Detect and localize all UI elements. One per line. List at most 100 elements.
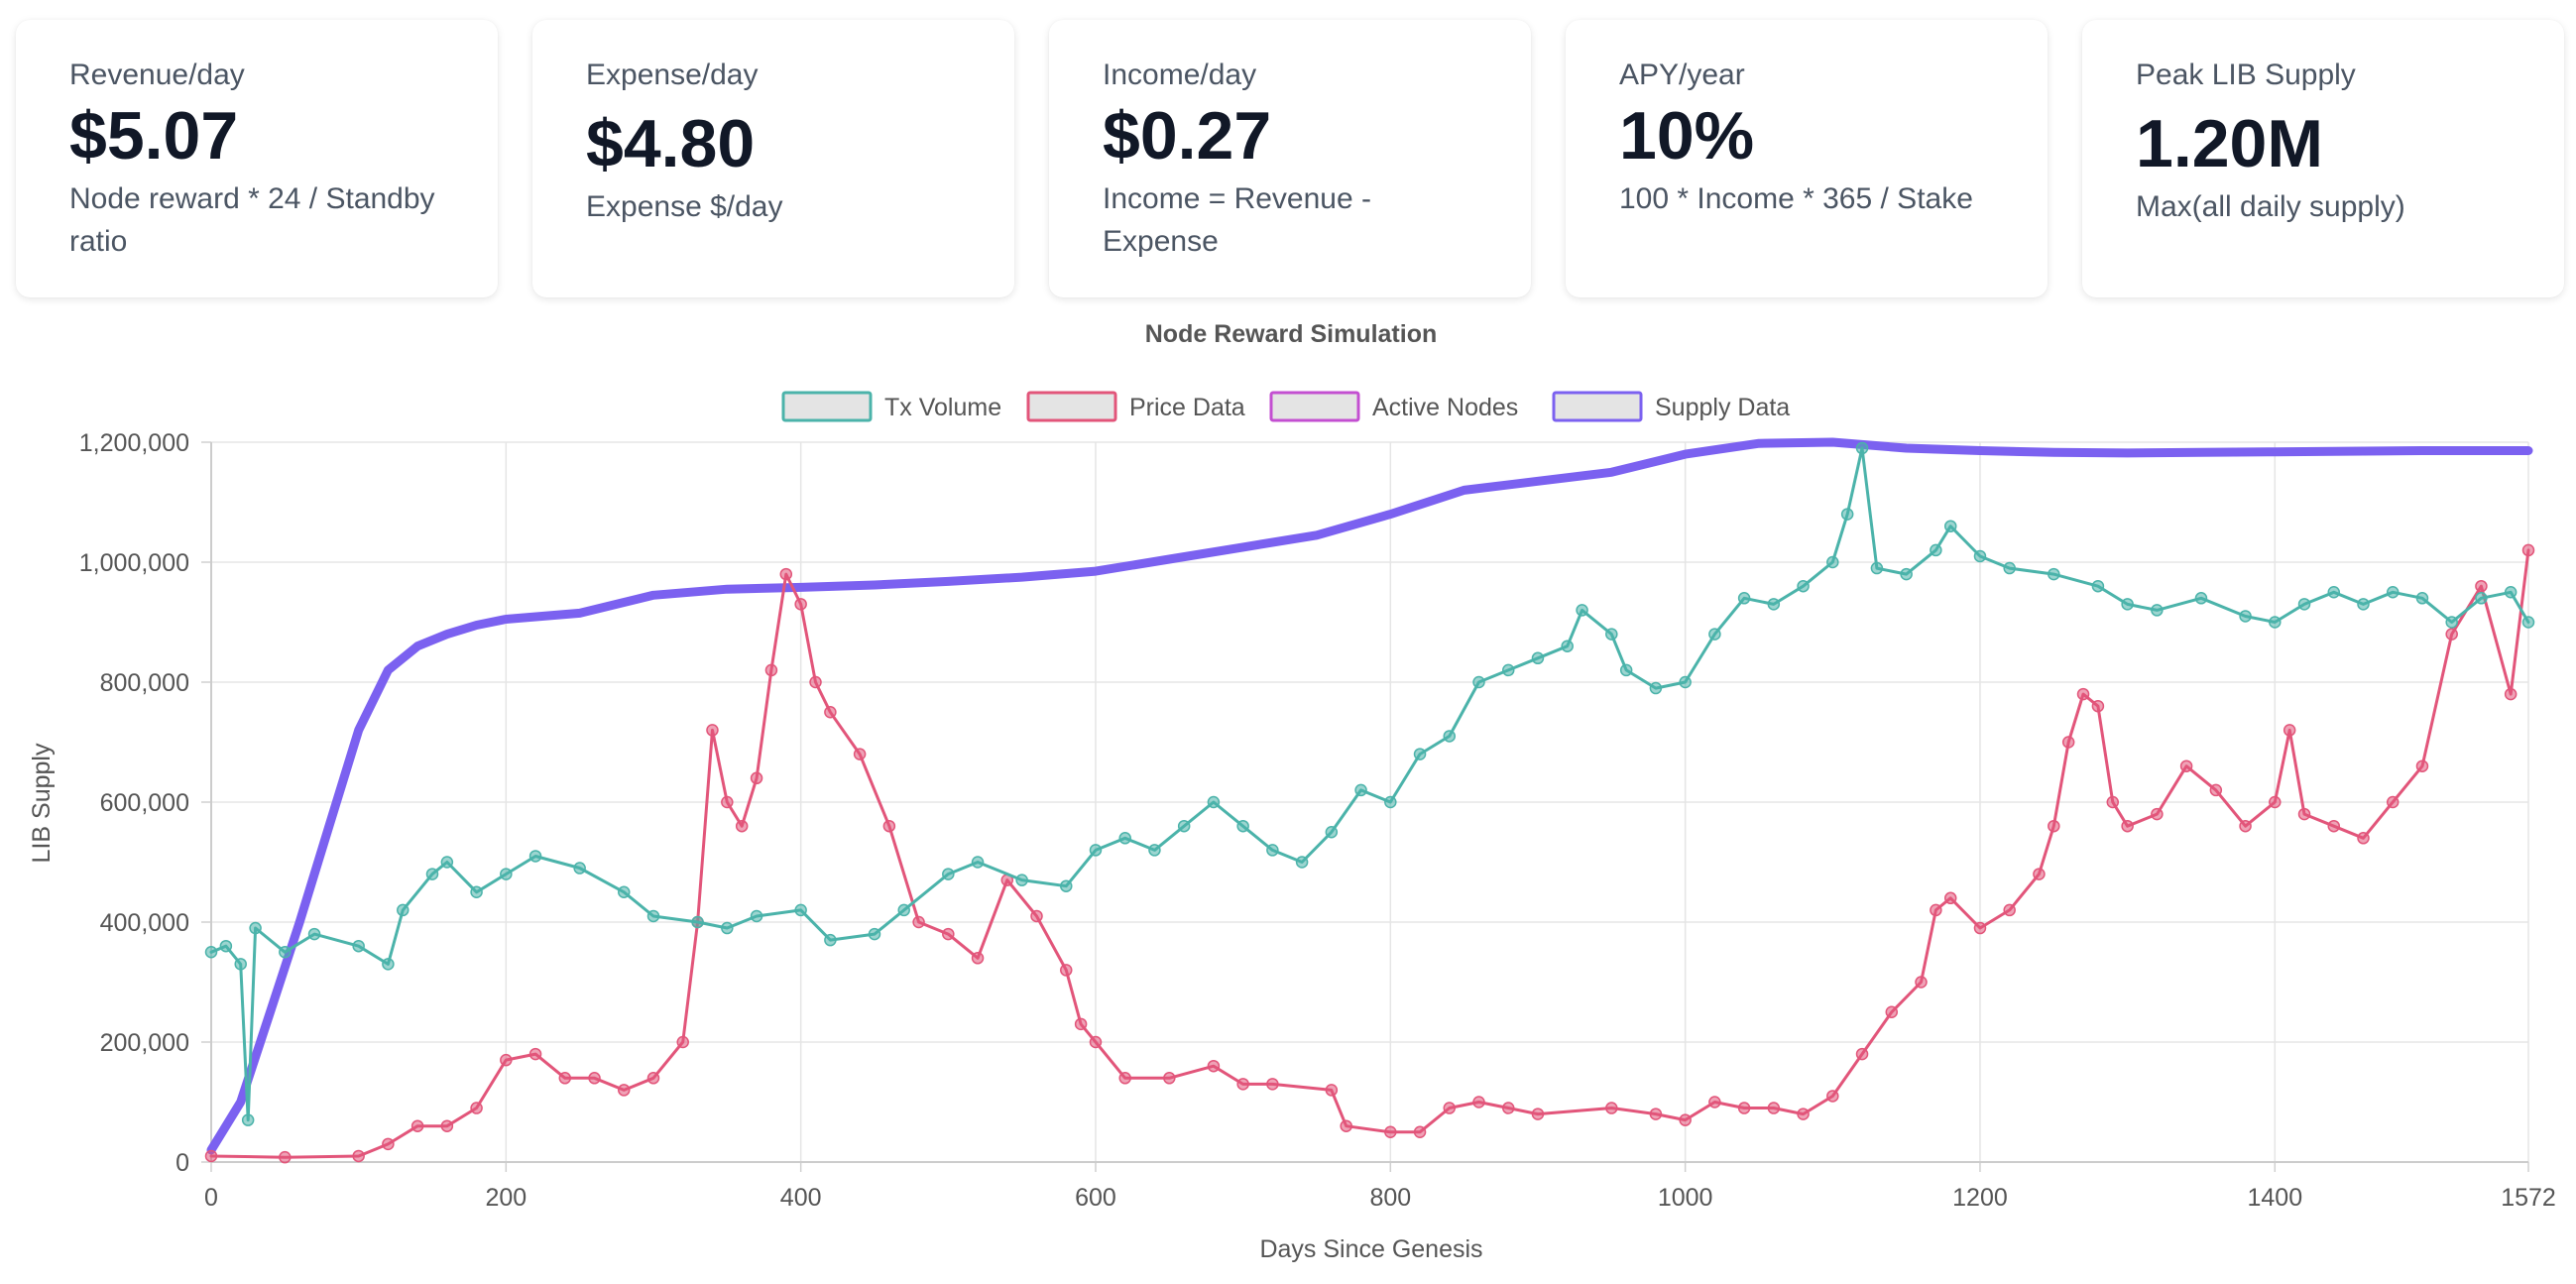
data-point[interactable] <box>735 819 749 833</box>
data-point[interactable] <box>558 1072 572 1085</box>
data-point[interactable] <box>2091 579 2105 593</box>
data-point[interactable] <box>912 915 925 929</box>
data-point[interactable] <box>2106 795 2120 809</box>
data-point[interactable] <box>1325 826 1339 839</box>
data-point[interactable] <box>750 909 763 923</box>
data-point[interactable] <box>2504 586 2517 599</box>
data-point[interactable] <box>809 675 822 689</box>
data-point[interactable] <box>1148 844 1161 857</box>
data-point[interactable] <box>573 862 586 875</box>
data-point[interactable] <box>382 958 395 971</box>
data-point[interactable] <box>1679 1113 1692 1126</box>
data-point[interactable] <box>500 868 513 880</box>
data-point[interactable] <box>440 1119 454 1132</box>
data-point[interactable] <box>1177 819 1191 833</box>
data-point[interactable] <box>279 946 292 959</box>
data-point[interactable] <box>470 885 483 898</box>
data-point[interactable] <box>1236 1078 1249 1091</box>
data-point[interactable] <box>1207 1059 1221 1073</box>
data-point[interactable] <box>618 1084 631 1097</box>
data-point[interactable] <box>1501 663 1515 677</box>
data-point[interactable] <box>882 819 896 833</box>
data-point[interactable] <box>588 1072 601 1085</box>
data-point[interactable] <box>352 1149 365 1163</box>
data-point[interactable] <box>2209 783 2223 797</box>
data-point[interactable] <box>204 946 218 959</box>
data-point[interactable] <box>1708 1096 1721 1109</box>
data-point[interactable] <box>1619 663 1633 677</box>
data-point[interactable] <box>1531 651 1545 665</box>
data-point[interactable] <box>646 909 660 923</box>
data-point[interactable] <box>2121 598 2134 611</box>
data-point[interactable] <box>646 1072 660 1085</box>
data-point[interactable] <box>1930 903 1942 917</box>
data-point[interactable] <box>676 1035 689 1049</box>
data-point[interactable] <box>691 915 704 929</box>
data-point[interactable] <box>219 939 233 953</box>
data-point[interactable] <box>2061 736 2075 749</box>
data-point[interactable] <box>1472 675 1485 689</box>
data-point[interactable] <box>1163 1072 1176 1085</box>
data-point[interactable] <box>2445 628 2458 641</box>
data-point[interactable] <box>794 903 807 917</box>
data-point[interactable] <box>1649 1108 1663 1120</box>
data-point[interactable] <box>2269 616 2282 629</box>
data-point[interactable] <box>824 706 837 719</box>
data-point[interactable] <box>721 921 734 935</box>
legend-item-active-nodes[interactable]: Active Nodes <box>1269 391 1518 422</box>
data-point[interactable] <box>1943 520 1957 532</box>
data-point[interactable] <box>2003 903 2016 917</box>
data-point[interactable] <box>2121 819 2134 833</box>
data-point[interactable] <box>1266 1078 1279 1091</box>
data-point[interactable] <box>2386 795 2400 809</box>
data-point[interactable] <box>794 598 807 611</box>
data-point[interactable] <box>1855 441 1869 455</box>
data-point[interactable] <box>1855 1047 1869 1061</box>
data-point[interactable] <box>241 1113 255 1126</box>
data-point[interactable] <box>618 885 631 898</box>
data-point[interactable] <box>1973 921 1987 935</box>
data-point[interactable] <box>425 868 439 880</box>
data-point[interactable] <box>1885 1005 1899 1018</box>
data-point[interactable] <box>1384 1125 1397 1138</box>
data-point[interactable] <box>2091 699 2105 713</box>
data-point[interactable] <box>500 1053 513 1067</box>
legend-item-supply-data[interactable]: Supply Data <box>1552 391 1790 422</box>
data-point[interactable] <box>2151 604 2164 617</box>
data-point[interactable] <box>1561 640 1574 652</box>
data-point[interactable] <box>1679 675 1692 689</box>
data-point[interactable] <box>249 921 262 935</box>
data-point[interactable] <box>1413 748 1427 760</box>
data-point[interactable] <box>1384 795 1397 809</box>
data-point[interactable] <box>2415 759 2429 772</box>
data-point[interactable] <box>1089 844 1103 857</box>
data-point[interactable] <box>1708 628 1721 641</box>
data-point[interactable] <box>1605 1102 1618 1114</box>
data-point[interactable] <box>2283 724 2296 737</box>
data-point[interactable] <box>1826 1090 1839 1103</box>
data-point[interactable] <box>2239 610 2252 623</box>
data-point[interactable] <box>204 1149 218 1163</box>
data-point[interactable] <box>824 933 837 947</box>
data-point[interactable] <box>971 952 985 965</box>
data-point[interactable] <box>1325 1084 1339 1097</box>
data-point[interactable] <box>1767 598 1781 611</box>
data-point[interactable] <box>1930 543 1942 557</box>
data-point[interactable] <box>234 958 247 971</box>
data-point[interactable] <box>1060 879 1073 892</box>
data-point[interactable] <box>1295 856 1309 869</box>
data-point[interactable] <box>853 748 867 760</box>
data-point[interactable] <box>1015 874 1028 886</box>
data-point[interactable] <box>1030 909 1043 923</box>
data-point[interactable] <box>2239 819 2252 833</box>
data-point[interactable] <box>706 724 719 737</box>
data-point[interactable] <box>2327 586 2341 599</box>
data-point[interactable] <box>2076 687 2090 701</box>
data-point[interactable] <box>1089 1035 1103 1049</box>
data-point[interactable] <box>1501 1102 1515 1114</box>
data-point[interactable] <box>382 1137 395 1151</box>
data-point[interactable] <box>2357 598 2370 611</box>
data-point[interactable] <box>1840 508 1854 521</box>
data-point[interactable] <box>1737 592 1751 605</box>
data-point[interactable] <box>1074 1017 1088 1031</box>
